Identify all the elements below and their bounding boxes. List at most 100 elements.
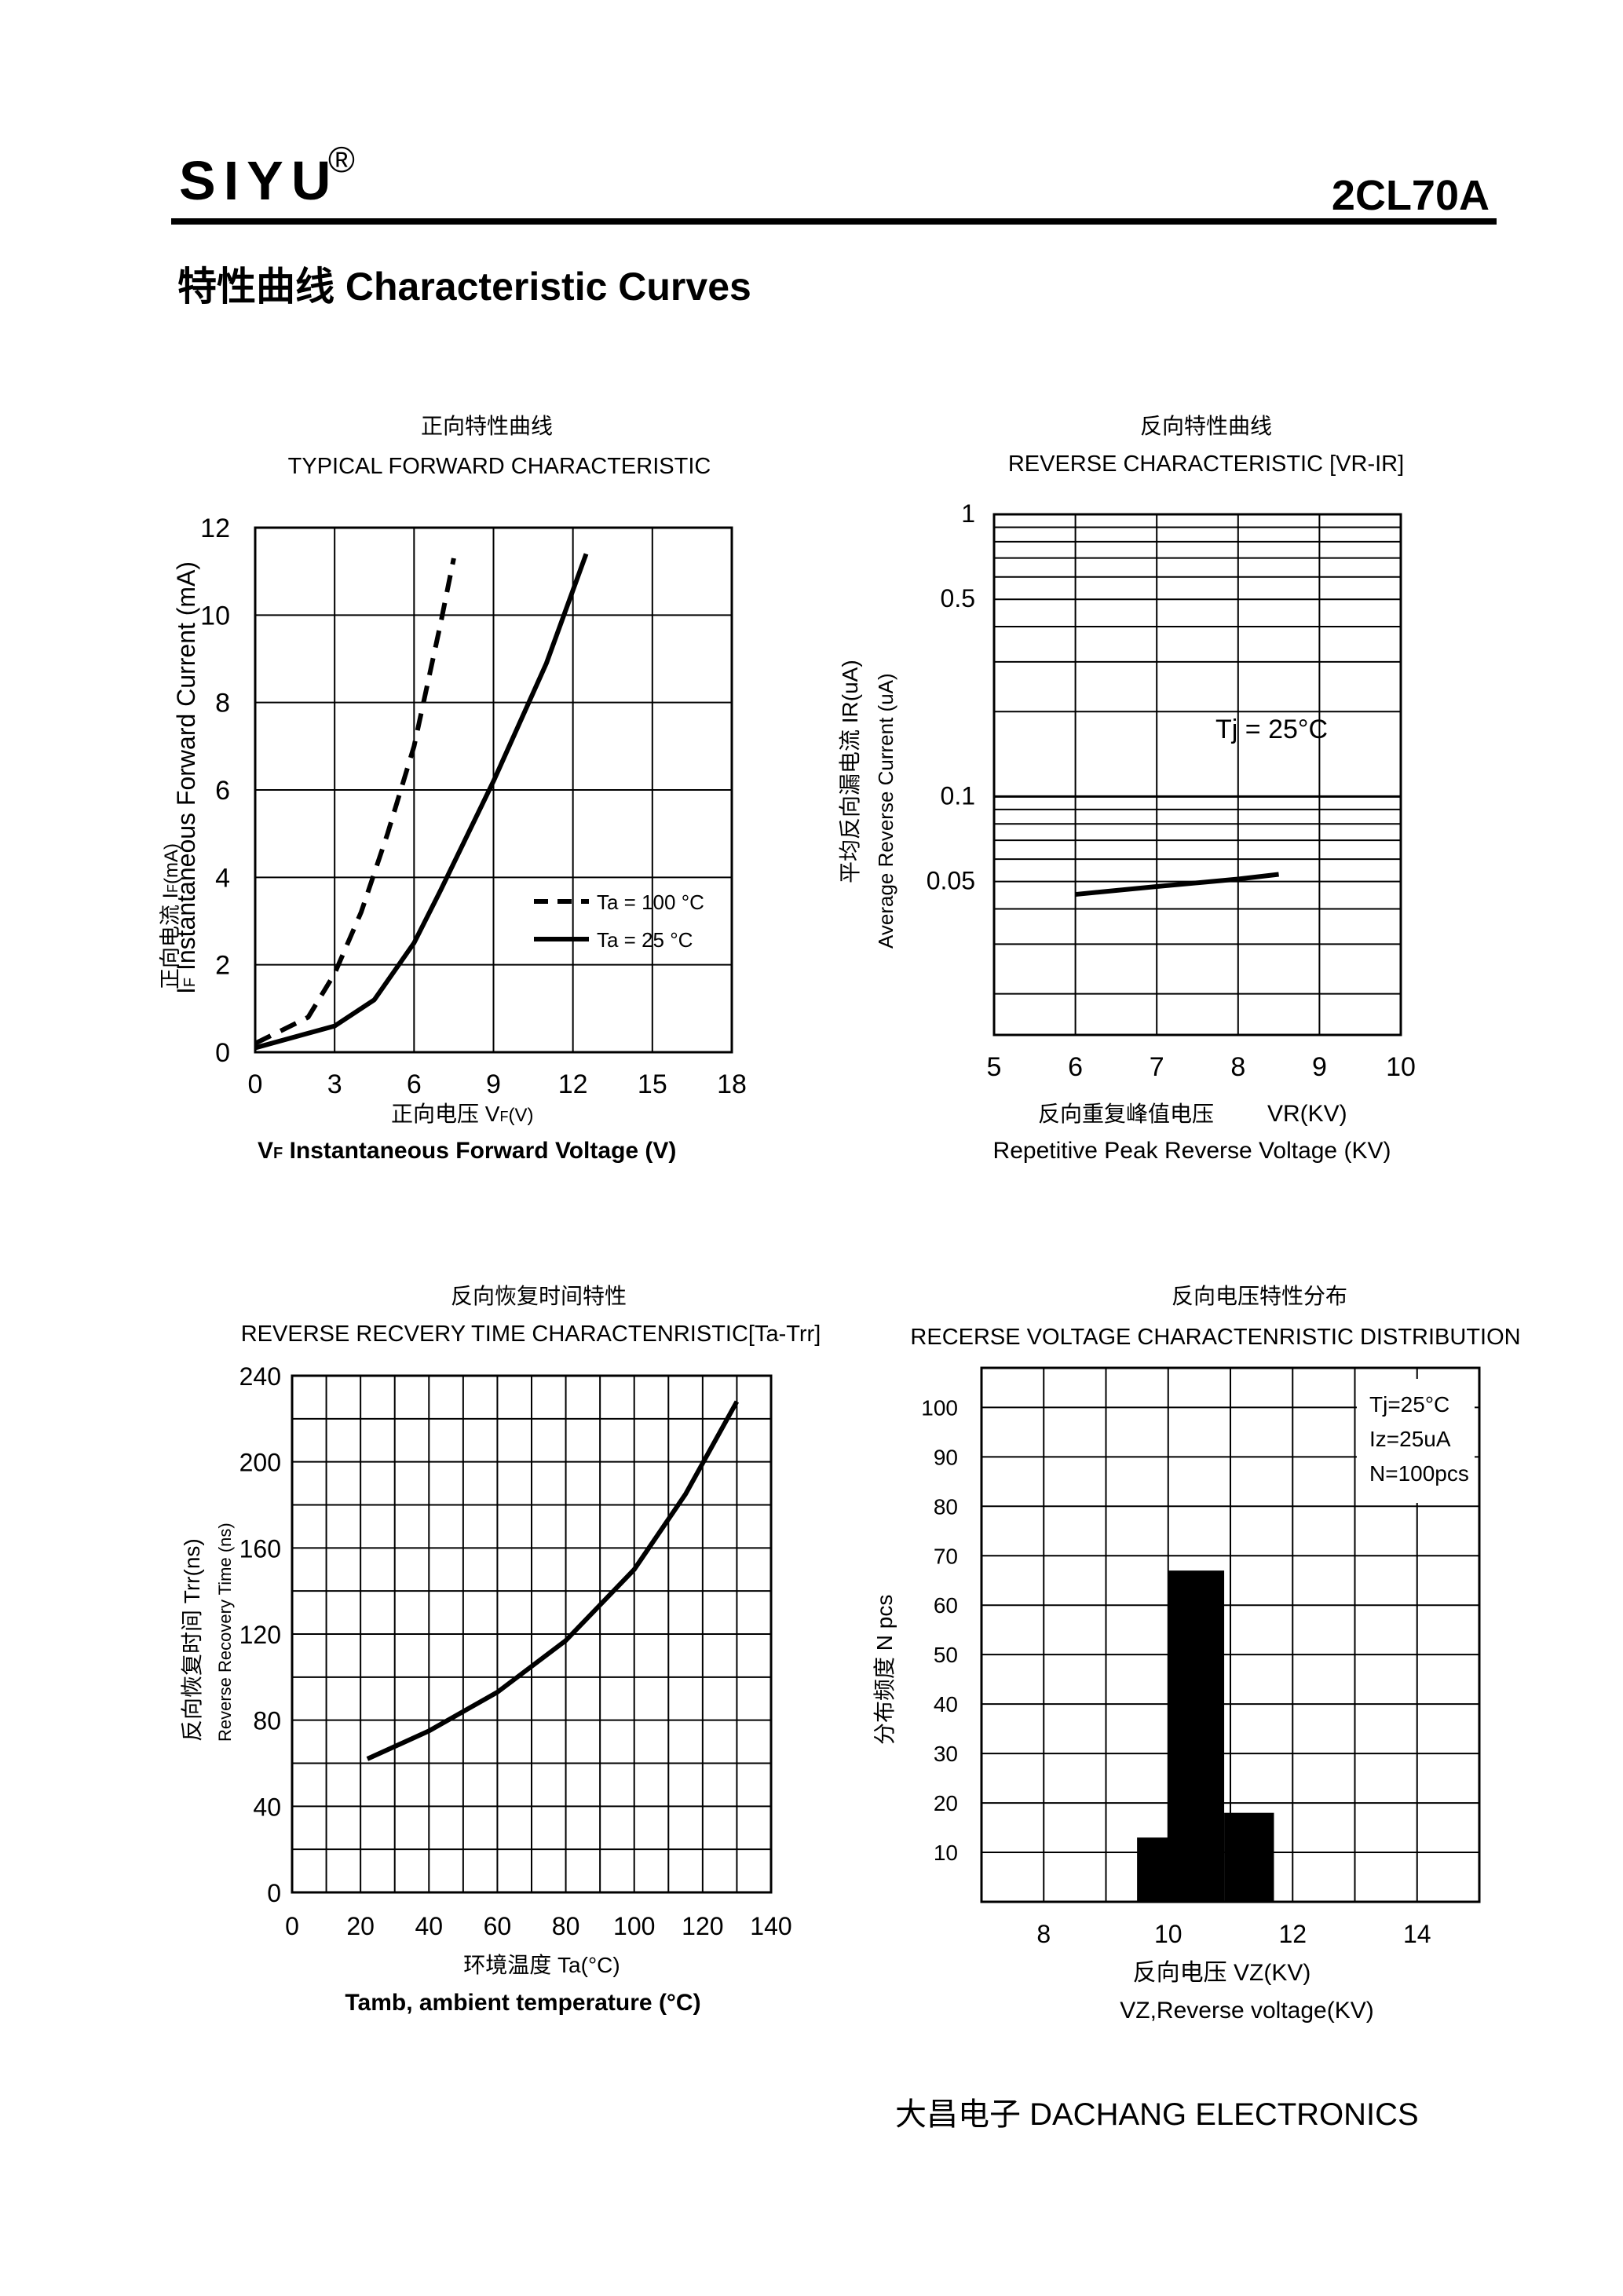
recovery-y-tick: 0 (267, 1879, 281, 1907)
recovery-y-tick: 200 (239, 1449, 281, 1477)
forward-series-line (254, 558, 456, 1046)
recovery-chart: 0 20 40 60 80 100 120 140 0 40 80 120 160 200 240 (239, 1362, 792, 1940)
forward-title-cn: 正向特性曲线 (421, 414, 553, 438)
forward-xlabel-sym: V (258, 1138, 273, 1164)
forward-chart: 0 3 6 9 12 15 18 0 2 4 6 8 10 12 Ta = 100 °C Ta = 25 °C (200, 514, 747, 1099)
forward-xlabel-text: Instantaneous Forward Voltage (V) (283, 1138, 676, 1164)
svg-text:正向电流 IF(mA): 正向电流 IF(mA) (159, 843, 182, 989)
forward-plot-frame (254, 526, 733, 1054)
distribution-x-tick: 14 (1403, 1920, 1431, 1948)
forward-series-line (254, 553, 589, 1051)
forward-x-label-cn: 正向电压 VF(V) (391, 1102, 533, 1126)
recovery-title: REVERSE RECVERY TIME CHARACTENRISTIC[Ta-… (241, 1322, 821, 1347)
forward-xlabel-cn-sub: F (499, 1109, 508, 1124)
recovery-x-tick: 0 (285, 1912, 299, 1940)
recovery-x-tick: 20 (346, 1912, 375, 1940)
reverse-chart: 5 6 7 8 9 10 1 0.5 0.1 0.05 Tj = 25°C (927, 499, 1416, 1082)
forward-ylabel-cn-unit: (mA) (161, 843, 182, 884)
forward-x-tick: 9 (486, 1069, 501, 1099)
reverse-y-tick: 0.05 (927, 867, 975, 895)
forward-y-tick: 8 (215, 689, 230, 718)
reverse-y-tick: 0.1 (941, 781, 975, 810)
recovery-title-cn: 反向恢复时间特性 (451, 1284, 627, 1308)
forward-x-tick: 15 (638, 1069, 667, 1099)
distribution-xlabel: VZ,Reverse voltage(KV) (1120, 1998, 1373, 2024)
forward-legend-label: Ta = 100 °C (597, 890, 704, 914)
forward-x-tick: 0 (248, 1069, 263, 1099)
distribution-x-tick: 10 (1154, 1920, 1183, 1948)
forward-legend-label: Ta = 25 °C (597, 928, 693, 952)
distribution-y-tick: 80 (934, 1494, 958, 1519)
reverse-y-tick: 1 (961, 499, 975, 528)
recovery-xlabel-cn: 环境温度 Ta(°C) (463, 1953, 620, 1977)
distribution-y-tick: 30 (934, 1742, 958, 1766)
distribution-title-cn: 反向电压特性分布 (1172, 1284, 1347, 1308)
forward-y-tick: 0 (215, 1038, 230, 1068)
brand-logo: SIYU (179, 150, 339, 211)
forward-y-label-en: IF Instantaneous Forward Current (mA) (172, 561, 200, 994)
recovery-y-tick: 80 (253, 1707, 281, 1735)
reverse-series-line (1075, 872, 1279, 898)
distribution-y-tick: 20 (934, 1791, 958, 1815)
distribution-ylabel-cn: 分布频度 N pcs (872, 1595, 897, 1745)
forward-y-label: 正向电流 IF(mA) (159, 843, 182, 989)
forward-y-tick: 2 (215, 951, 230, 981)
recovery-y-tick: 160 (239, 1534, 281, 1563)
recovery-x-tick: 80 (552, 1912, 580, 1940)
distribution-annotation: Iz=25uA (1369, 1427, 1451, 1451)
forward-x-tick: 12 (558, 1069, 588, 1099)
forward-y-tick: 4 (215, 863, 230, 893)
forward-xlabel-cn-text: 正向电压 V (391, 1102, 500, 1126)
recovery-y-tick: 40 (253, 1793, 281, 1821)
part-number: 2CL70A (1331, 172, 1490, 219)
distribution-y-tick: 10 (934, 1841, 958, 1865)
distribution-chart: 8 10 12 14 10 20 30 40 50 60 70 80 90 100 Tj=25°C Iz=25… (921, 1366, 1481, 1948)
reverse-x-tick: 8 (1230, 1052, 1245, 1082)
forward-ylabel-cn-text: 正向电流 I (159, 893, 182, 989)
distribution-bar (1137, 1837, 1168, 1902)
distribution-y-tick: 90 (934, 1445, 958, 1469)
forward-ylabel-sub: F (181, 978, 199, 987)
distribution-x-tick: 8 (1036, 1920, 1051, 1948)
registered-mark: ® (328, 139, 355, 180)
recovery-y-tick: 120 (239, 1621, 281, 1649)
reverse-title: REVERSE CHARACTERISTIC [VR-IR] (1008, 452, 1404, 477)
forward-x-tick: 3 (327, 1069, 342, 1099)
reverse-xlabel-sym: VR(KV) (1267, 1101, 1347, 1127)
reverse-title-cn: 反向特性曲线 (1140, 414, 1272, 438)
distribution-annotation: N=100pcs (1369, 1461, 1469, 1486)
recovery-series-line (366, 1400, 740, 1761)
recovery-x-tick: 140 (750, 1912, 791, 1940)
forward-ylabel-cn-sub: F (165, 884, 181, 893)
distribution-y-tick: 100 (921, 1395, 958, 1420)
distribution-y-tick: 70 (934, 1544, 958, 1568)
forward-x-label: VF Instantaneous Forward Voltage (V) (258, 1138, 676, 1164)
svg-text:IF Instantaneous Forward Curre: IF Instantaneous Forward Current (mA) (172, 561, 200, 994)
recovery-x-tick: 120 (682, 1912, 723, 1940)
reverse-x-tick: 9 (1312, 1052, 1327, 1082)
distribution-annotation-box (1357, 1379, 1475, 1503)
footer-company: 大昌电子 DACHANG ELECTRONICS (895, 2097, 1419, 2132)
forward-xlabel-sub: F (273, 1145, 283, 1162)
reverse-x-tick: 7 (1150, 1052, 1164, 1082)
reverse-x-tick: 5 (987, 1052, 1002, 1082)
forward-title: TYPICAL FORWARD CHARACTERISTIC (288, 454, 711, 479)
distribution-title: RECERSE VOLTAGE CHARACTENRISTIC DISTRIBU… (910, 1325, 1520, 1350)
recovery-xlabel: Tamb, ambient temperature (°C) (345, 1990, 700, 2016)
distribution-annotation: Tj=25°C (1369, 1392, 1449, 1417)
distribution-bar (1168, 1570, 1225, 1902)
recovery-x-tick: 40 (415, 1912, 443, 1940)
forward-x-tick: 18 (717, 1069, 747, 1099)
distribution-xlabel-cn: 反向电压 VZ(KV) (1133, 1960, 1311, 1986)
reverse-plot-frame (992, 513, 1402, 1036)
distribution-x-tick: 12 (1278, 1920, 1307, 1948)
recovery-ylabel-cn: 反向恢复时间 Trr(ns) (180, 1538, 204, 1742)
distribution-y-tick: 40 (934, 1692, 958, 1717)
reverse-xlabel-cn: 反向重复峰值电压 (1038, 1102, 1214, 1126)
recovery-ylabel: Reverse Recovery Time (ns) (215, 1523, 235, 1742)
reverse-ylabel: Average Reverse Current (uA) (874, 673, 897, 949)
forward-xlabel-cn-unit: (V) (508, 1105, 533, 1126)
forward-y-tick: 6 (215, 776, 230, 806)
forward-y-tick: 10 (200, 601, 230, 631)
